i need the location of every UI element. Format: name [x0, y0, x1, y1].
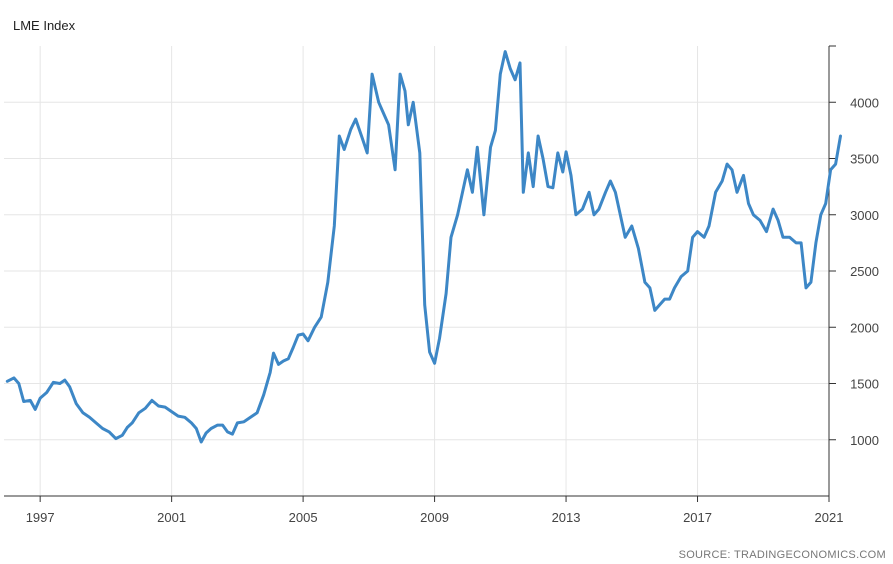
x-tick-label: 2005 — [289, 510, 318, 525]
series-line — [5, 50, 842, 444]
y-tick-label: 3500 — [850, 152, 879, 167]
x-tick-label: 2013 — [552, 510, 581, 525]
x-tick-label: 2017 — [683, 510, 712, 525]
y-tick-label: 4000 — [850, 95, 879, 110]
x-tick-label: 1997 — [26, 510, 55, 525]
y-tick-label: 2000 — [850, 320, 879, 335]
y-tick-label: 1000 — [850, 433, 879, 448]
chart-title: LME Index — [13, 18, 76, 33]
y-tick-label: 3000 — [850, 208, 879, 223]
x-tick-label: 2009 — [420, 510, 449, 525]
x-tick-label: 2021 — [815, 510, 844, 525]
x-tick-label: 2001 — [157, 510, 186, 525]
source-label: SOURCE: TRADINGECONOMICS.COM — [679, 549, 886, 561]
y-axis-ticks: 1000 1500 2000 2500 3000 3500 4000 — [850, 95, 879, 448]
y-tick-label: 2500 — [850, 264, 879, 279]
gridlines — [4, 46, 830, 496]
y-tick-label: 1500 — [850, 377, 879, 392]
x-axis-ticks: 1997 2001 2005 2009 2013 2017 2021 — [26, 510, 844, 525]
series-group — [5, 50, 842, 444]
axes — [4, 45, 836, 502]
